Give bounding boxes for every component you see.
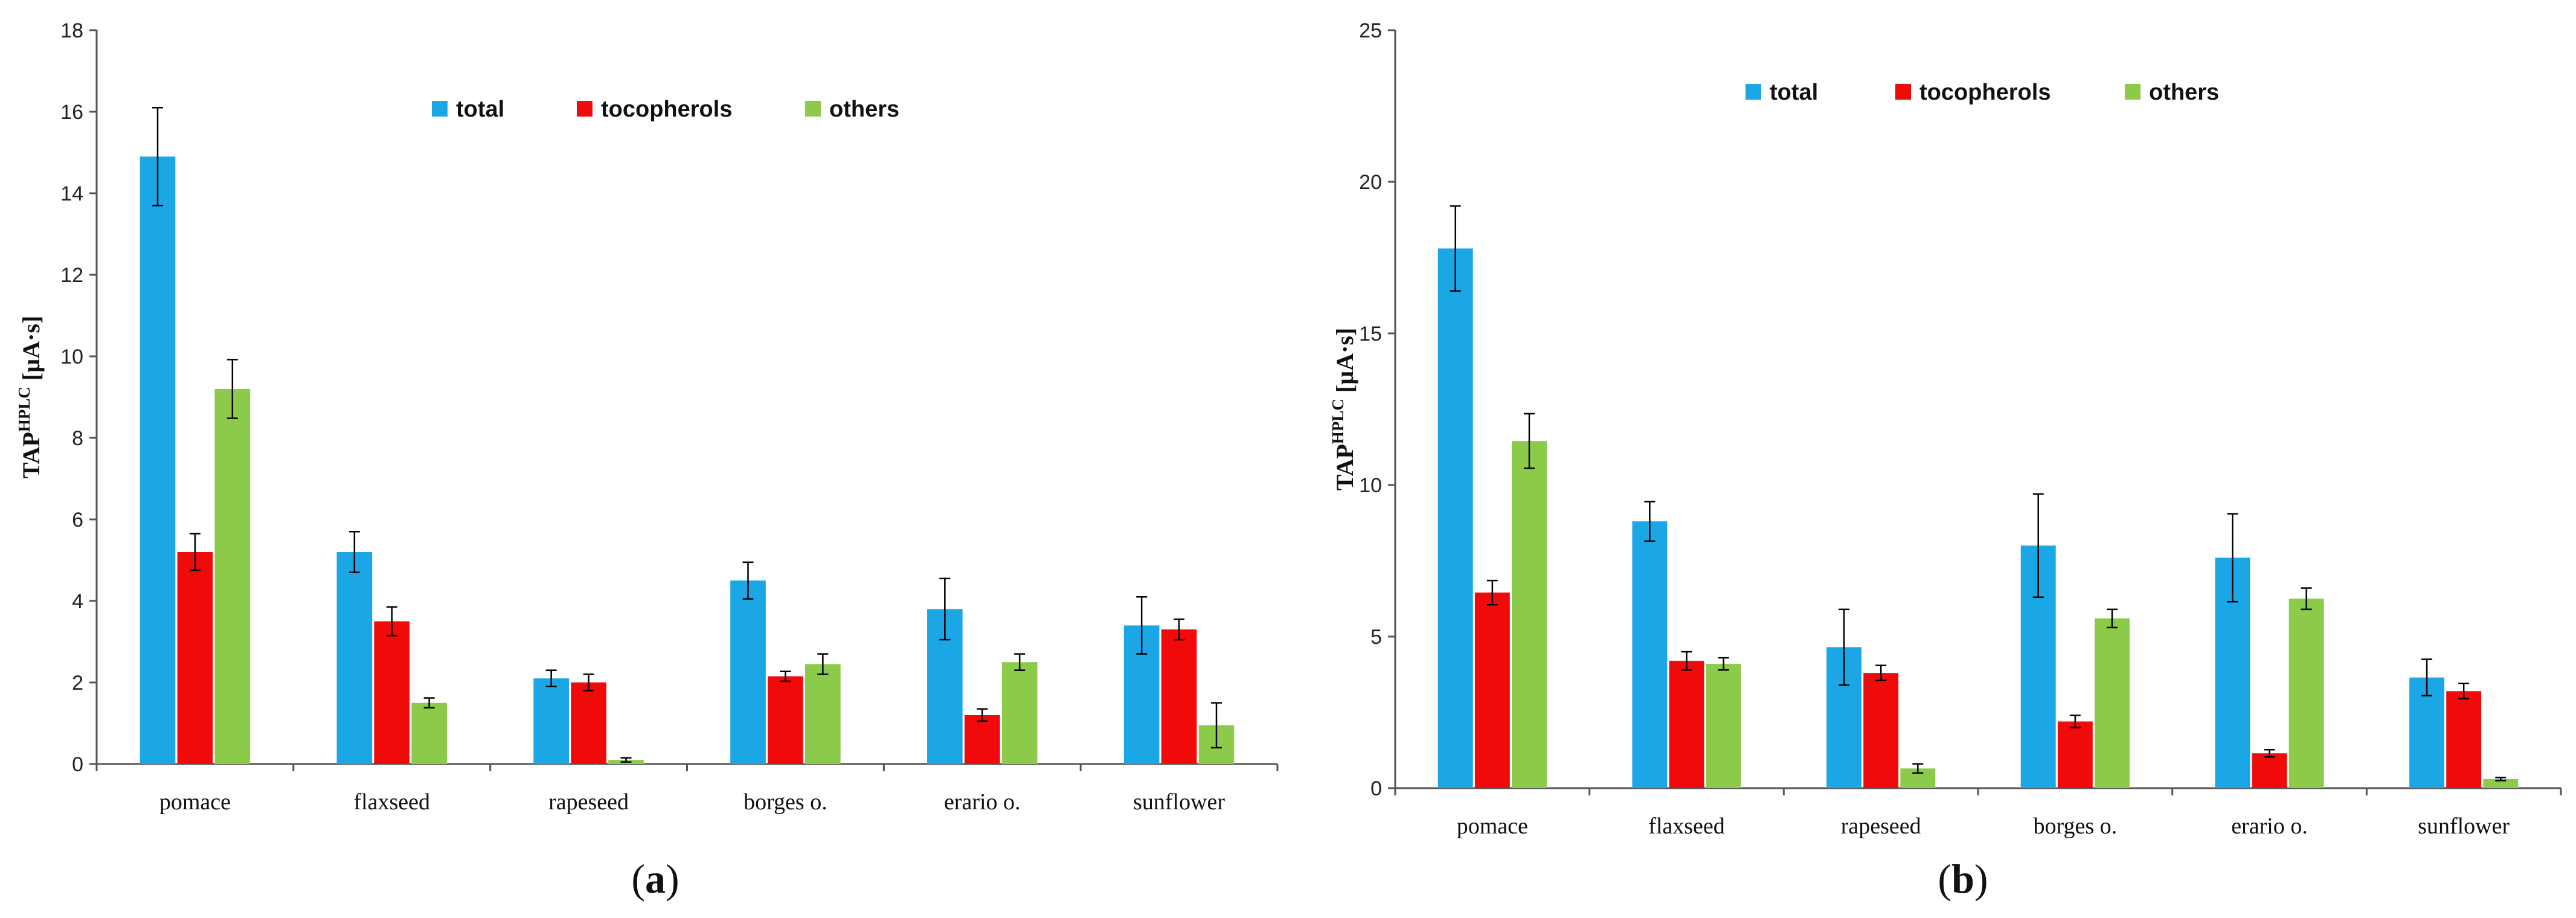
legend-swatch-total xyxy=(1746,84,1761,100)
y-tick-label: 10 xyxy=(60,345,83,368)
panel-label: (b) xyxy=(1938,856,1988,902)
x-tick-label: flaxseed xyxy=(1648,814,1725,839)
legend-label-tocopherols: tocopherols xyxy=(601,97,732,122)
x-tick-label: rapeseed xyxy=(1841,814,1921,839)
y-tick-label: 18 xyxy=(60,19,83,42)
bar-others-sunflower xyxy=(2483,778,2519,788)
bar-total-flaxseed xyxy=(336,552,373,764)
bar-others-borgeso xyxy=(2095,618,2130,788)
bar-others-flaxseed xyxy=(1706,664,1741,788)
bar-tocopherols-erarioo xyxy=(964,715,1000,764)
y-axis-label-main: TAP xyxy=(1331,444,1358,490)
x-tick-label: erario o. xyxy=(2231,814,2308,839)
legend-swatch-tocopherols xyxy=(1895,84,1911,100)
bar-total-borgeso xyxy=(730,580,766,764)
legend-label-total: total xyxy=(1770,80,1818,105)
x-tick-label: pomace xyxy=(1457,814,1528,839)
panel-label-letter: b xyxy=(1951,856,1974,902)
legend-swatch-others xyxy=(805,101,821,117)
y-tick-label: 5 xyxy=(1370,626,1382,649)
x-tick-label: borges o. xyxy=(744,789,827,815)
y-tick-label: 0 xyxy=(1370,777,1382,800)
x-tick-label: erario o. xyxy=(944,789,1021,815)
bar-tocopherols-sunflower xyxy=(1161,629,1197,764)
y-tick-label: 6 xyxy=(72,509,83,531)
y-tick-label: 8 xyxy=(72,427,83,450)
y-axis-label: TAPHPLC [µA·s] xyxy=(15,316,45,479)
panel-label-close: ) xyxy=(1974,856,1988,902)
bar-total-flaxseed xyxy=(1632,521,1668,788)
bar-tocopherols-borgeso xyxy=(2057,721,2093,788)
y-tick-label: 20 xyxy=(1359,171,1382,194)
bar-total-rapeseed xyxy=(533,678,569,764)
y-tick-label: 0 xyxy=(72,753,83,776)
bar-others-erarioo xyxy=(1001,662,1038,764)
x-tick-label: rapeseed xyxy=(548,789,629,815)
x-tick-label: pomace xyxy=(159,789,231,815)
legend-swatch-others xyxy=(2125,84,2141,100)
legend-swatch-tocopherols xyxy=(577,101,593,117)
y-axis-label-main: TAP xyxy=(18,432,45,478)
bar-tocopherols-pomace xyxy=(1474,592,1510,788)
panel-label-open: ( xyxy=(1938,856,1951,902)
bar-tocopherols-pomace xyxy=(177,552,213,764)
y-tick-label: 10 xyxy=(1359,474,1382,497)
y-axis-label-unit: [µA·s] xyxy=(18,316,45,387)
y-tick-label: 4 xyxy=(72,590,83,613)
chart-panel-a: 0 2 4 6 8 10 12 14 16 18 pomace flaxseed rapeseed bor… xyxy=(15,19,1279,902)
bar-others-borgeso xyxy=(805,664,841,764)
legend-label-tocopherols: tocopherols xyxy=(1919,80,2051,105)
panel-label-close: ) xyxy=(666,856,679,902)
panel-label-letter: a xyxy=(645,856,666,902)
y-tick-label: 25 xyxy=(1359,19,1382,42)
x-tick-label: borges o. xyxy=(2034,814,2118,839)
x-tick-label: flaxseed xyxy=(353,789,430,815)
bar-tocopherols-erarioo xyxy=(2252,753,2287,788)
bar-tocopherols-flaxseed xyxy=(374,621,410,764)
y-axis-label: TAPHPLC [µA·s] xyxy=(1329,328,1358,491)
bar-tocopherols-rapeseed xyxy=(571,682,606,764)
y-axis-label-unit: [µA·s] xyxy=(1331,328,1358,399)
chart-panel-b: 0 5 10 15 20 25 pomace flaxseed rapeseed borges o… xyxy=(1329,19,2562,902)
x-tick-label: sunflower xyxy=(1133,789,1225,815)
bar-others-erarioo xyxy=(2289,599,2324,788)
y-axis-label-sup: HPLC xyxy=(15,387,33,432)
y-axis-label-sup: HPLC xyxy=(1329,399,1347,444)
bar-total-pomace xyxy=(1437,248,1473,788)
bar-total-pomace xyxy=(140,156,176,764)
legend-label-total: total xyxy=(456,97,504,122)
bar-others-flaxseed xyxy=(411,702,447,764)
panel-label-open: ( xyxy=(631,856,645,902)
x-tick-label: sunflower xyxy=(2418,814,2510,839)
bar-others-pomace xyxy=(214,389,251,764)
legend-swatch-total xyxy=(432,101,448,117)
y-tick-label: 15 xyxy=(1359,323,1382,345)
y-tick-label: 16 xyxy=(60,101,83,124)
bar-others-pomace xyxy=(1512,441,1547,788)
legend-label-others: others xyxy=(2149,80,2219,105)
y-tick-label: 12 xyxy=(60,264,83,287)
bar-tocopherols-rapeseed xyxy=(1863,673,1899,788)
y-tick-label: 2 xyxy=(72,672,83,695)
legend-label-others: others xyxy=(829,97,899,122)
bar-tocopherols-sunflower xyxy=(2446,691,2482,788)
y-tick-label: 14 xyxy=(60,182,83,205)
bar-tocopherols-flaxseed xyxy=(1669,661,1704,788)
bar-tocopherols-borgeso xyxy=(768,676,803,764)
panel-label: (a) xyxy=(631,856,679,902)
